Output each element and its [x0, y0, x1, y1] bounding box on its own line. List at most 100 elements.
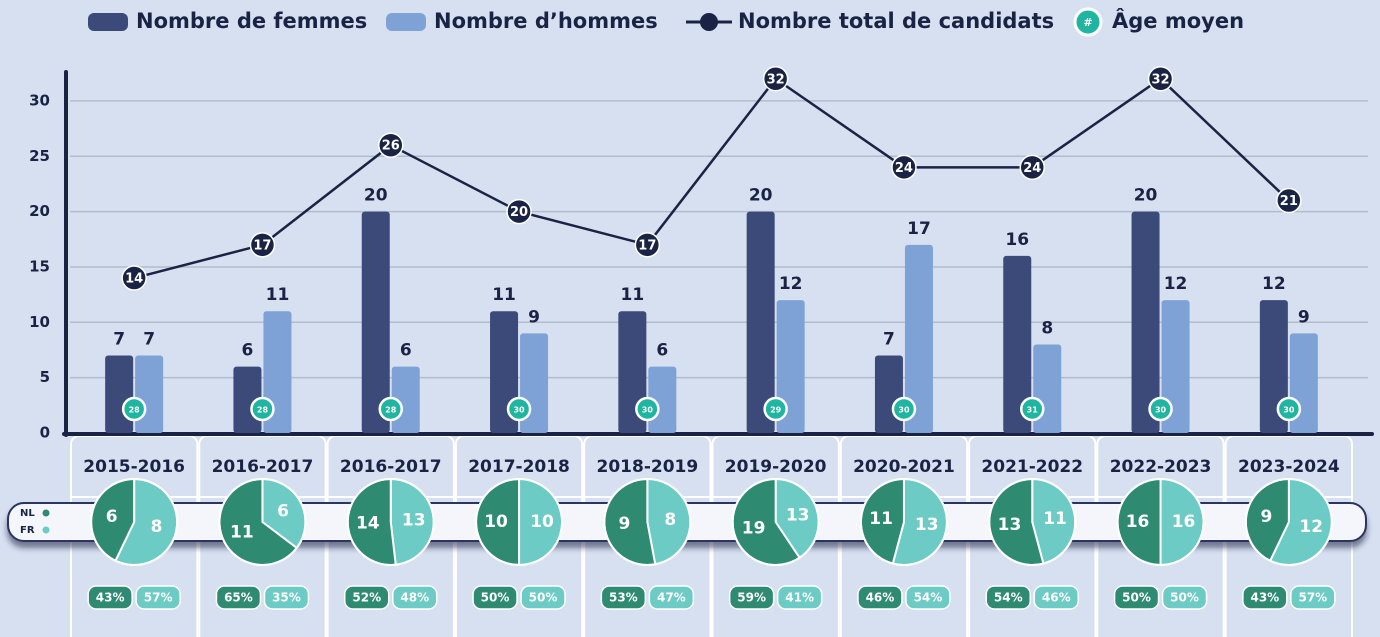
total-line	[133, 77, 1290, 280]
share-label: 57%	[1298, 591, 1327, 605]
x-tick-label: 2018-2019	[597, 457, 699, 477]
language-legend-label: NL	[20, 508, 35, 519]
bar-value-label: 12	[1164, 274, 1188, 294]
x-tick-label: 2019-2020	[725, 457, 827, 477]
pie-label-nl: 10	[484, 512, 508, 532]
legend-label: Nombre de femmes	[136, 9, 367, 33]
legend-age-icon-label: #	[1083, 16, 1092, 29]
pie-outline	[90, 478, 179, 566]
total-marker	[891, 154, 917, 181]
share-label: 65%	[224, 591, 253, 605]
y-tick-label: 25	[29, 147, 50, 165]
bar-value-label: 20	[1134, 186, 1158, 206]
share-pill	[1113, 585, 1160, 610]
total-label: 24	[895, 161, 913, 176]
y-tick-label: 5	[40, 368, 50, 386]
share-pill	[472, 585, 518, 610]
bar-value-label: 7	[113, 330, 125, 350]
age-marker	[378, 396, 403, 422]
bar-value-label: 11	[621, 285, 645, 305]
share-pill	[1242, 585, 1288, 610]
pie-label-fr: 13	[915, 515, 939, 535]
pie-label-nl: 11	[230, 522, 254, 542]
age-marker	[891, 396, 917, 422]
bar-value-label: 12	[779, 274, 803, 294]
share-pill	[87, 585, 133, 610]
bar-value-label: 16	[1005, 230, 1029, 250]
share-pill	[1290, 585, 1336, 610]
pie-label-fr: 8	[664, 510, 676, 530]
x-tick-label: 2015-2016	[83, 457, 185, 477]
age-label: 30	[1155, 406, 1167, 415]
share-label: 52%	[352, 591, 381, 605]
share-label: 41%	[785, 591, 814, 605]
bar-value-label: 20	[749, 186, 773, 206]
legend-label: Nombre total de candidats	[738, 9, 1054, 33]
age-label: 31	[1027, 406, 1039, 415]
age-marker	[763, 396, 788, 422]
share-pill	[648, 585, 695, 610]
share-label: 35%	[272, 591, 301, 605]
total-marker	[249, 232, 276, 258]
share-label: 50%	[1122, 591, 1151, 605]
share-pill	[344, 585, 390, 610]
x-tick-label: 2017-2018	[468, 457, 570, 477]
bar	[1131, 211, 1160, 433]
language-legend-dot	[42, 526, 50, 534]
age-marker	[1276, 396, 1302, 422]
share-pill	[392, 585, 438, 610]
share-pill	[135, 585, 181, 610]
total-marker	[506, 198, 532, 225]
pie-outline	[731, 478, 820, 566]
y-tick-label: 30	[29, 91, 50, 109]
share-label: 57%	[144, 591, 173, 605]
x-tick-label: 2020-2021	[853, 457, 955, 477]
share-pill	[1161, 585, 1208, 610]
y-tick-label: 10	[29, 313, 50, 331]
pie-label-fr: 6	[277, 502, 289, 522]
age-label: 30	[1283, 406, 1295, 415]
legend-swatch-marker	[700, 13, 718, 31]
bar	[874, 355, 903, 433]
pie-label-fr: 13	[786, 505, 810, 525]
pie-outline	[218, 478, 307, 566]
pie-label-fr: 10	[530, 512, 554, 532]
bar	[904, 244, 933, 433]
pie-label-nl: 6	[106, 507, 118, 527]
bar-value-label: 6	[242, 341, 254, 361]
bar	[361, 211, 390, 433]
y-tick-label: 20	[29, 202, 50, 220]
language-legend-dot	[42, 509, 50, 517]
age-marker	[506, 396, 532, 422]
legend-label: Âge moyen	[1112, 8, 1244, 33]
x-tick-label: 2016-2017	[212, 457, 314, 477]
total-marker	[1276, 187, 1302, 214]
share-label: 53%	[609, 591, 638, 605]
share-label: 59%	[737, 591, 766, 605]
total-label: 24	[1023, 161, 1041, 176]
pie-label-nl: 19	[742, 519, 766, 539]
share-pill	[600, 585, 647, 610]
bar	[105, 355, 134, 433]
y-tick-label: 15	[29, 257, 50, 275]
pie-outline	[1116, 478, 1205, 566]
pie-outline	[603, 478, 692, 566]
age-marker	[1020, 396, 1045, 422]
share-label: 46%	[866, 591, 895, 605]
total-label: 32	[767, 72, 785, 87]
age-marker	[635, 396, 660, 422]
bar-value-label: 11	[492, 285, 516, 305]
pie-outline	[859, 478, 948, 566]
total-label: 26	[382, 139, 400, 154]
total-label: 14	[125, 272, 143, 287]
age-marker	[121, 396, 147, 422]
total-marker	[378, 132, 404, 158]
legend-swatch	[386, 13, 426, 31]
total-label: 17	[638, 238, 656, 253]
pie-label-nl: 14	[356, 513, 380, 533]
pie-label-fr: 13	[402, 511, 426, 531]
x-tick-label: 2016-2017	[340, 457, 442, 477]
share-label: 48%	[400, 591, 429, 605]
